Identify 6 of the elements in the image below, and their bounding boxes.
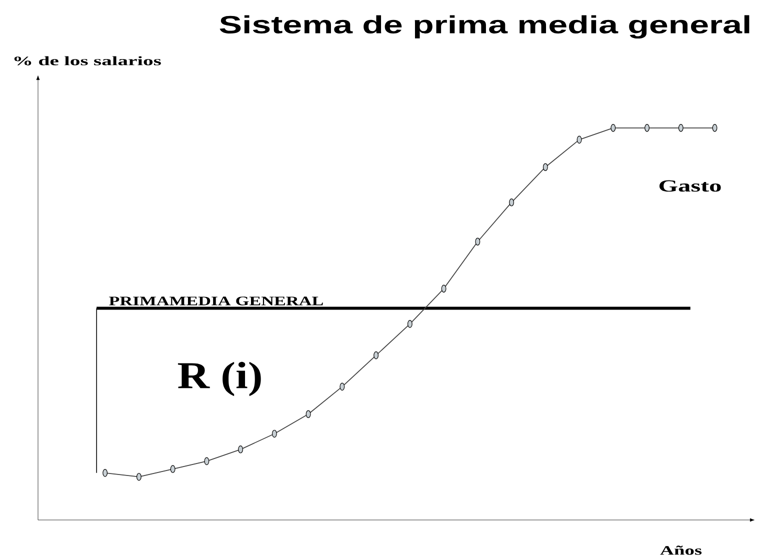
annotation: R (i) [178, 362, 261, 396]
ref-line-label: PRIMAMEDIA GENERAL [109, 296, 323, 306]
y-axis-title: % de los salarios [14, 56, 161, 66]
x-axis-title: Años [660, 546, 702, 555]
chart-title: Sistema de prima media general [220, 15, 750, 39]
annotation: Gasto [659, 180, 721, 192]
